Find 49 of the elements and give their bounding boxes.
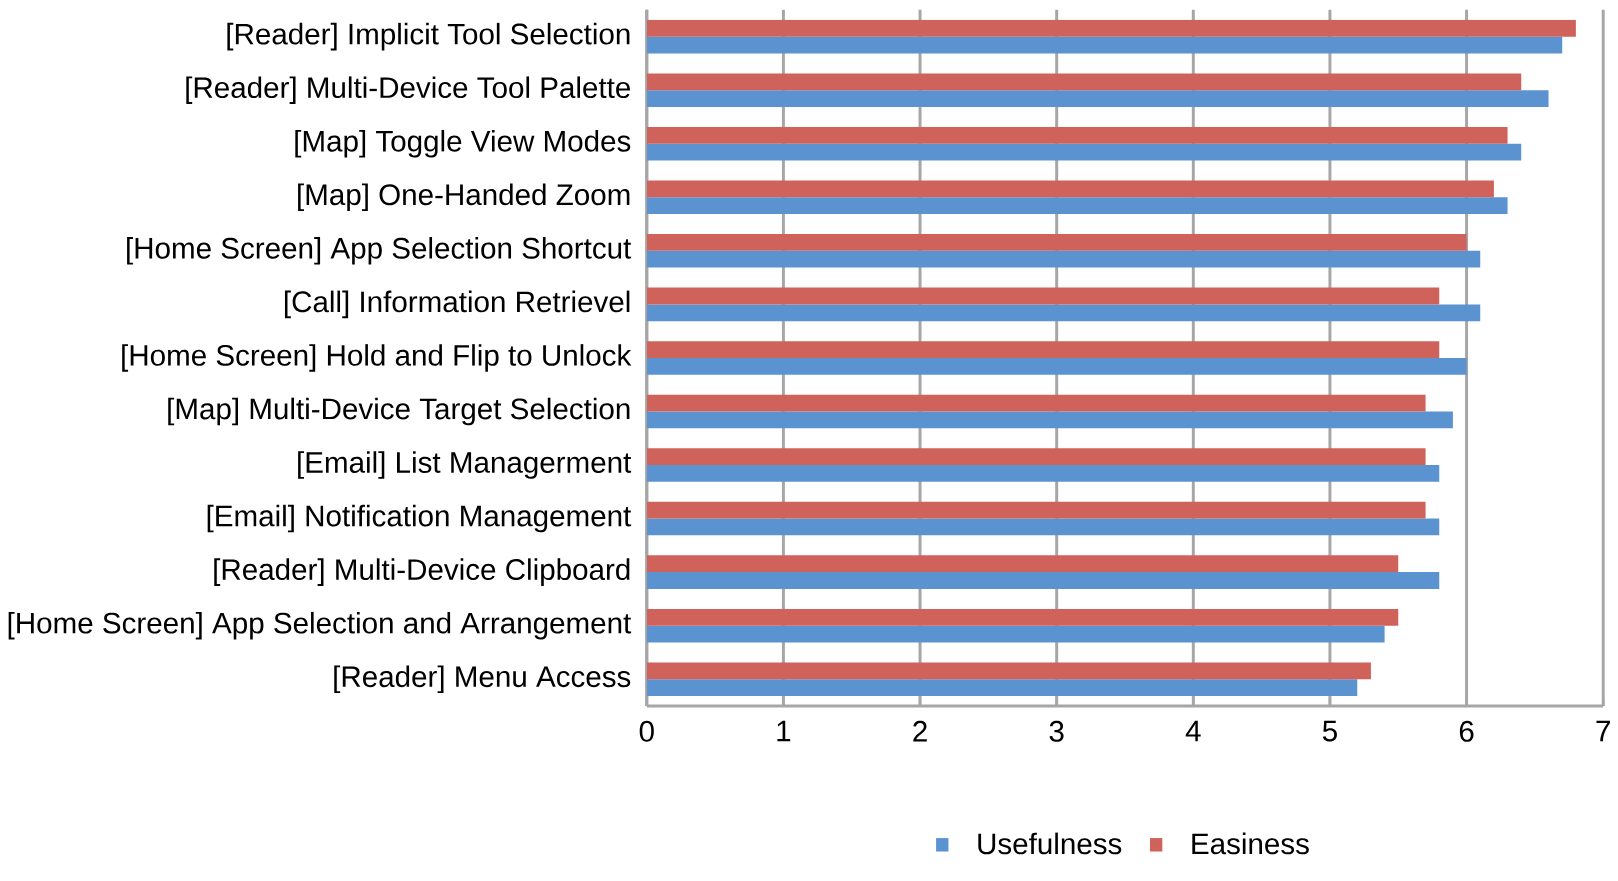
y-tick-label: [Email] Notification Management [207, 504, 632, 533]
bar [646, 394, 1426, 412]
bar [646, 197, 1508, 214]
y-tick-label: [Map] One-Handed Zoom [298, 183, 630, 211]
bar [646, 304, 1481, 321]
bar [646, 233, 1467, 251]
legend-label: Usefulness [978, 832, 1122, 855]
bar [646, 501, 1426, 519]
x-tick-label: 5 [1322, 720, 1337, 742]
legend-label: Easiness [1192, 832, 1309, 855]
bar [646, 19, 1576, 37]
x-tick-label: 7 [1596, 720, 1610, 741]
y-tick-label: [Home Screen] Hold and Flip to Unlock [122, 343, 632, 372]
x-tick-label: 0 [639, 720, 654, 742]
x-tick-label: 6 [1459, 720, 1474, 742]
bar [646, 36, 1563, 54]
x-tick-label: 4 [1185, 720, 1201, 741]
y-tick-label: [Home Screen] App Selection and Arrangement [8, 611, 632, 640]
bar [646, 250, 1481, 268]
y-tick-label: [Email] List Managerment [298, 451, 632, 479]
bar [646, 662, 1371, 679]
bar [646, 555, 1399, 572]
bar [646, 608, 1399, 626]
y-tick-label: [Home Screen] App Selection Shortcut [127, 236, 632, 265]
y-tick-label: [Map] Multi-Device Target Selection [168, 397, 630, 426]
y-tick-label: [Reader] Multi-Device Clipboard [214, 558, 630, 586]
y-tick-label: [Call] Information Retrievel [284, 290, 630, 318]
bar [646, 340, 1440, 358]
bar [646, 73, 1522, 90]
bar [646, 571, 1440, 589]
y-tick-label: [Reader] Multi-Device Tool Palette [186, 76, 630, 104]
y-tick-label: [Reader] Implicit Tool Selection [227, 22, 630, 51]
bar [646, 126, 1508, 144]
x-tick-label: 2 [913, 720, 927, 742]
y-tick-label: [Map] Toggle View Modes [295, 129, 631, 158]
bar [646, 89, 1549, 107]
bar [646, 464, 1440, 482]
x-tick-label: 1 [777, 720, 791, 741]
x-tick-label: 3 [1049, 720, 1064, 742]
bar [646, 678, 1358, 696]
bar [646, 518, 1440, 536]
bar [646, 180, 1494, 198]
bar [646, 143, 1522, 161]
bar [646, 411, 1453, 428]
bar [646, 448, 1426, 465]
bar [646, 287, 1440, 305]
bar [646, 357, 1467, 375]
bar [646, 625, 1385, 643]
y-tick-label: [Reader] Menu Access [334, 665, 631, 693]
